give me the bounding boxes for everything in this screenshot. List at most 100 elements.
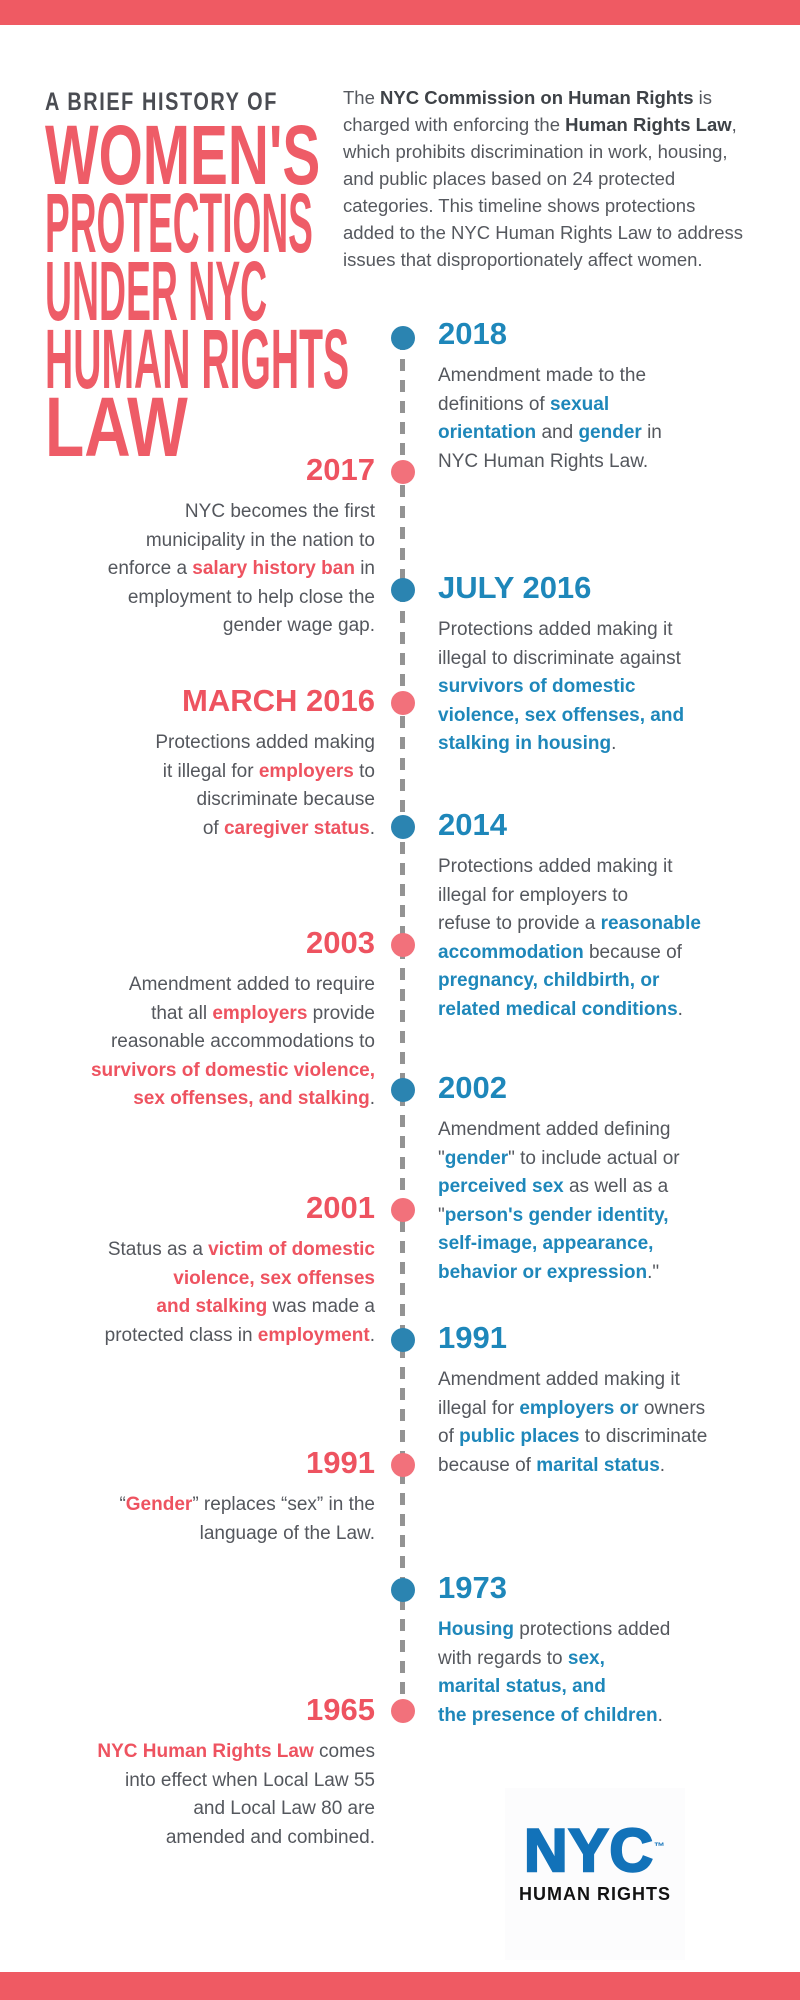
plain-text: “ bbox=[119, 1494, 126, 1515]
entry-line: related medical conditions. bbox=[438, 996, 783, 1025]
highlight-text: caregiver status bbox=[223, 817, 370, 839]
entry-body-1991-left: “Gender” replaces “sex” in the language o… bbox=[15, 1491, 375, 1548]
entry-line: municipality in the nation to bbox=[15, 527, 375, 556]
entry-body-2002-right: Amendment added defining "gender" to incl… bbox=[438, 1116, 783, 1287]
plain-text: . bbox=[657, 1704, 663, 1726]
entry-year-1973-right: 1973 bbox=[438, 1570, 507, 1605]
title-line: PROTECTIONS bbox=[45, 176, 313, 270]
entry-line: definitions of sexual bbox=[438, 391, 783, 420]
timeline-dot-2018-right bbox=[391, 326, 415, 350]
entry-line: and Local Law 80 are bbox=[15, 1795, 375, 1824]
entry-line: enforce a salary history ban in bbox=[15, 555, 375, 584]
plain-text: NYC becomes the first bbox=[184, 501, 375, 522]
title-line: WOMEN'S bbox=[45, 108, 321, 202]
plain-text: . bbox=[677, 998, 683, 1020]
highlight-text: NYC Commission on Human Rights bbox=[380, 87, 694, 108]
plain-text: employment to help close the bbox=[127, 586, 375, 608]
timeline-dot-1991-right bbox=[391, 1328, 415, 1352]
entry-body-july-2016-right: Protections added making it illegal to di… bbox=[438, 616, 783, 759]
timeline-dot-1965-left bbox=[391, 1699, 415, 1723]
plain-text: illegal for bbox=[438, 1397, 520, 1419]
entry-body-2018-right: Amendment made to the definitions of sexu… bbox=[438, 362, 783, 476]
entry-line: Protections added making it bbox=[438, 616, 783, 645]
plain-text: protected class in bbox=[104, 1324, 258, 1346]
plain-text: . bbox=[611, 733, 617, 754]
plain-text: enforce a bbox=[107, 558, 193, 579]
entry-line: NYC Human Rights Law comes bbox=[15, 1738, 375, 1767]
plain-text: . bbox=[659, 1454, 666, 1476]
plain-text: reasonable accommodations to bbox=[110, 1031, 375, 1052]
plain-text: Amendment added making it bbox=[438, 1369, 680, 1390]
entry-line: orientation and gender in bbox=[438, 419, 783, 448]
entry-year-2001-left: 2001 bbox=[306, 1190, 375, 1225]
nyc-logo-wordmark: NYC™ bbox=[505, 1818, 685, 1882]
title-kicker: A BRIEF HISTORY OF bbox=[45, 88, 338, 117]
plain-text: into effect when Local Law 55 bbox=[125, 1769, 375, 1791]
title-line: LAW bbox=[45, 380, 188, 474]
highlight-text: employers bbox=[212, 1002, 308, 1024]
plain-text: . bbox=[369, 817, 375, 839]
entry-body-2014-right: Protections added making it illegal for e… bbox=[438, 853, 783, 1024]
entry-line: and stalking was made a bbox=[15, 1293, 375, 1322]
entry-line: Amendment made to the bbox=[438, 362, 783, 391]
highlight-text: sex offenses, and stalking bbox=[133, 1088, 370, 1109]
timeline-dot-2003-left bbox=[391, 933, 415, 957]
highlight-text: employment bbox=[257, 1324, 370, 1346]
entry-line: “Gender” replaces “sex” in the bbox=[15, 1491, 375, 1520]
plain-text: and Local Law 80 are bbox=[193, 1798, 375, 1819]
entry-body-1965-left: NYC Human Rights Law comes into effect wh… bbox=[15, 1738, 375, 1852]
highlight-text: behavior or expression bbox=[438, 1261, 648, 1283]
entry-body-march-2016-left: Protections added making it illegal for e… bbox=[15, 729, 375, 843]
highlight-text: related medical conditions bbox=[438, 998, 678, 1020]
entry-line: sex offenses, and stalking. bbox=[15, 1085, 375, 1114]
timeline-dot-july-2016-right bbox=[391, 578, 415, 602]
highlight-text: sex, bbox=[567, 1647, 605, 1669]
timeline-entry-1991-right: 1991 Amendment added making it illegal for… bbox=[438, 1320, 783, 1480]
highlight-text: the presence of children bbox=[438, 1704, 658, 1726]
plain-text: NYC Human Rights Law. bbox=[438, 450, 649, 472]
highlight-text: and stalking bbox=[156, 1296, 268, 1317]
highlight-text: gender bbox=[444, 1147, 509, 1169]
timeline-entry-2002-right: 2002 Amendment added defining "gender" to … bbox=[438, 1070, 783, 1287]
entry-body-1991-right: Amendment added making it illegal for emp… bbox=[438, 1366, 783, 1480]
entry-line: into effect when Local Law 55 bbox=[15, 1767, 375, 1796]
entry-line: violence, sex offenses, and bbox=[438, 702, 783, 731]
plain-text: discriminate because bbox=[196, 789, 375, 810]
highlight-text: victim of domestic bbox=[208, 1239, 375, 1260]
highlight-text: orientation bbox=[438, 422, 537, 443]
plain-text: illegal for employers to bbox=[438, 884, 629, 906]
plain-text: categories. This timeline shows protecti… bbox=[343, 195, 696, 216]
plain-text: in bbox=[641, 422, 662, 443]
entry-line: refuse to provide a reasonable bbox=[438, 910, 783, 939]
entry-year-1991-right: 1991 bbox=[438, 1320, 507, 1355]
plain-text: amended and combined. bbox=[165, 1826, 375, 1848]
plain-text: was made a bbox=[267, 1296, 375, 1317]
plain-text: , bbox=[731, 114, 737, 135]
plain-text: with regards to bbox=[438, 1647, 568, 1669]
plain-text: in bbox=[354, 558, 375, 579]
timeline-dot-2014-right bbox=[391, 815, 415, 839]
entry-line: protected class in employment. bbox=[15, 1322, 375, 1351]
entry-line: employment to help close the bbox=[15, 584, 375, 613]
entry-year-1991-left: 1991 bbox=[306, 1445, 375, 1480]
plain-text: The bbox=[343, 87, 381, 108]
entry-line: gender wage gap. bbox=[15, 612, 375, 641]
timeline-entry-march-2016-left: MARCH 2016 Protections added making it ill… bbox=[15, 683, 375, 843]
plain-text: provide bbox=[307, 1002, 375, 1024]
timeline-dot-1991-left bbox=[391, 1453, 415, 1477]
highlight-text: survivors of domestic bbox=[438, 676, 636, 697]
timeline-entry-2003-left: 2003 Amendment added to require that all e… bbox=[15, 925, 375, 1114]
entry-line: Amendment added to require bbox=[15, 971, 375, 1000]
entry-year-2014-right: 2014 bbox=[438, 807, 507, 842]
plain-text: . bbox=[369, 1088, 375, 1109]
entry-line: Amendment added defining bbox=[438, 1116, 783, 1145]
intro-line: categories. This timeline shows protecti… bbox=[343, 192, 743, 219]
plain-text: and public places based on 24 protected bbox=[343, 168, 676, 189]
plain-text: which prohibits discrimination in work, … bbox=[343, 141, 728, 162]
entry-line: violence, sex offenses bbox=[15, 1265, 375, 1294]
timeline-dot-2001-left bbox=[391, 1198, 415, 1222]
highlight-text: stalking in housing bbox=[438, 733, 612, 754]
entry-year-1965-left: 1965 bbox=[306, 1692, 375, 1727]
entry-year-2018-right: 2018 bbox=[438, 316, 507, 351]
